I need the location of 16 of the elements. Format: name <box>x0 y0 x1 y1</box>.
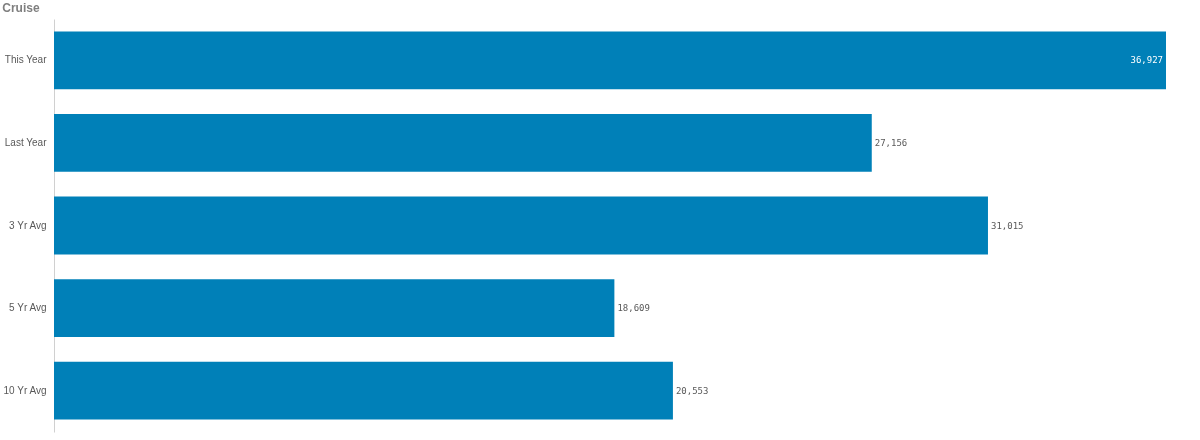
y-tick-label: 3 Yr Avg <box>9 219 47 231</box>
data-label: 18,609 <box>617 303 650 314</box>
y-tick-label: 5 Yr Avg <box>9 302 47 314</box>
y-tick-label: This Year <box>4 54 48 66</box>
y-tick-label: 10 Yr Avg <box>3 384 47 396</box>
data-label: 31,015 <box>990 220 1024 231</box>
data-label: 36,927 <box>1130 55 1163 66</box>
chart-title: Cruise <box>2 1 40 15</box>
bar <box>54 361 673 420</box>
bar <box>54 196 988 255</box>
bar <box>54 31 1166 90</box>
data-label: 27,156 <box>874 137 908 148</box>
bar <box>54 113 872 172</box>
y-tick-label: Last Year <box>4 136 48 148</box>
data-label: 20,553 <box>675 385 709 396</box>
bar <box>54 279 615 338</box>
